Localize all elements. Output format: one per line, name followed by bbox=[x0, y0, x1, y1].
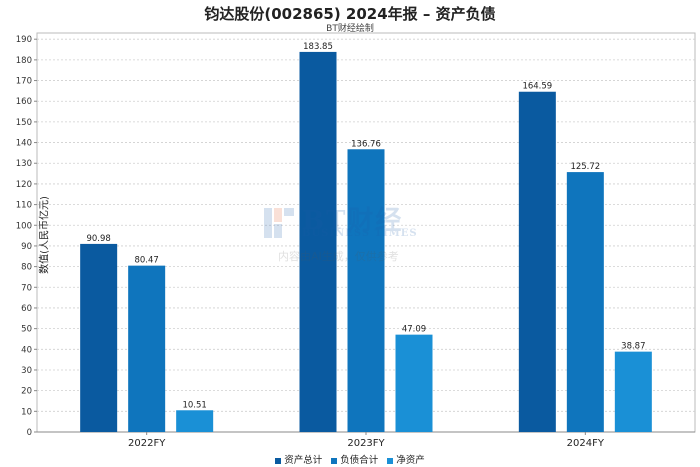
data-label: 10.51 bbox=[182, 400, 206, 410]
bar bbox=[299, 51, 337, 432]
legend-label-assets: 资产总计 bbox=[284, 455, 323, 466]
legend-item-liabilities: 负债合计 bbox=[331, 452, 378, 466]
y-tick-label: 100 bbox=[16, 221, 32, 231]
y-tick-label: 50 bbox=[21, 325, 32, 335]
y-tick-label: 0 bbox=[27, 428, 32, 438]
bar bbox=[347, 149, 385, 432]
legend-label-net-assets: 净资产 bbox=[396, 455, 425, 466]
y-tick-label: 140 bbox=[16, 139, 32, 149]
bar bbox=[80, 243, 118, 432]
y-tick-label: 10 bbox=[21, 407, 32, 417]
y-tick-label: 160 bbox=[16, 97, 32, 107]
data-label: 125.72 bbox=[570, 162, 600, 172]
y-tick-label: 80 bbox=[21, 263, 32, 273]
y-tick-label: 30 bbox=[21, 366, 32, 376]
y-tick-label: 90 bbox=[21, 242, 32, 252]
bar bbox=[176, 410, 214, 432]
legend-item-net-assets: 净资产 bbox=[387, 452, 425, 466]
legend-swatch-liabilities bbox=[331, 457, 338, 464]
data-label: 38.87 bbox=[621, 342, 645, 352]
bar bbox=[128, 265, 166, 432]
bar bbox=[566, 172, 604, 433]
y-tick-label: 110 bbox=[16, 201, 32, 211]
watermark: BT财经 BUSINESS TIMES 内容由AI生成，仅供参考 bbox=[262, 200, 452, 270]
data-label: 80.47 bbox=[134, 256, 158, 266]
legend-label-liabilities: 负债合计 bbox=[340, 455, 379, 466]
x-tick-label: 2023FY bbox=[347, 438, 385, 449]
legend-swatch-net-assets bbox=[387, 457, 394, 464]
y-axis-label: 数值(人民币亿元) bbox=[39, 196, 51, 274]
data-label: 47.09 bbox=[402, 325, 426, 335]
legend-item-assets: 资产总计 bbox=[275, 452, 322, 466]
data-label: 90.98 bbox=[86, 234, 110, 244]
x-tick-label: 2022FY bbox=[128, 438, 166, 449]
y-tick-label: 20 bbox=[21, 387, 32, 397]
legend: 资产总计 负债合计 净资产 bbox=[0, 452, 700, 466]
watermark-brand: BT财经 bbox=[302, 206, 404, 236]
chart-title: 钧达股份(002865) 2024年报 – 资产负债 bbox=[204, 5, 496, 23]
bar bbox=[518, 91, 556, 432]
x-tick-label: 2024FY bbox=[567, 438, 605, 449]
y-tick-label: 170 bbox=[16, 77, 32, 87]
data-label: 164.59 bbox=[522, 82, 552, 92]
watermark-notice: 内容由AI生成，仅供参考 bbox=[278, 250, 399, 263]
y-tick-label: 150 bbox=[16, 118, 32, 128]
y-tick-label: 60 bbox=[21, 304, 32, 314]
y-tick-label: 40 bbox=[21, 345, 32, 355]
data-label: 183.85 bbox=[303, 42, 333, 52]
y-tick-label: 130 bbox=[16, 159, 32, 169]
bar bbox=[395, 334, 433, 432]
watermark-brand-en: BUSINESS TIMES bbox=[302, 228, 418, 239]
y-tick-label: 70 bbox=[21, 283, 32, 293]
y-tick-label: 190 bbox=[16, 35, 32, 45]
bar bbox=[614, 351, 652, 432]
y-tick-label: 120 bbox=[16, 180, 32, 190]
bt-logo-icon bbox=[264, 208, 294, 238]
legend-swatch-assets bbox=[275, 457, 282, 464]
data-label: 136.76 bbox=[351, 139, 381, 149]
y-tick-label: 180 bbox=[16, 56, 32, 66]
chart-subtitle: BT财经绘制 bbox=[326, 24, 374, 34]
